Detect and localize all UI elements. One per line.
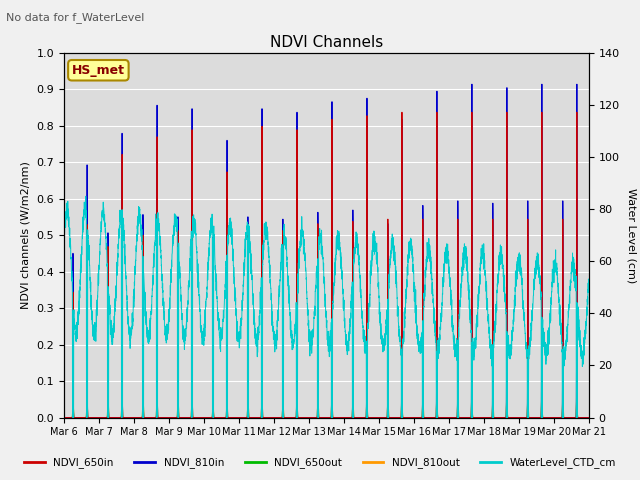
- Text: HS_met: HS_met: [72, 64, 125, 77]
- Legend: NDVI_650in, NDVI_810in, NDVI_650out, NDVI_810out, WaterLevel_CTD_cm: NDVI_650in, NDVI_810in, NDVI_650out, NDV…: [20, 453, 620, 472]
- Text: No data for f_WaterLevel: No data for f_WaterLevel: [6, 12, 145, 23]
- Title: NDVI Channels: NDVI Channels: [270, 35, 383, 50]
- Y-axis label: NDVI channels (W/m2/nm): NDVI channels (W/m2/nm): [21, 161, 31, 309]
- Y-axis label: Water Level (cm): Water Level (cm): [627, 188, 636, 283]
